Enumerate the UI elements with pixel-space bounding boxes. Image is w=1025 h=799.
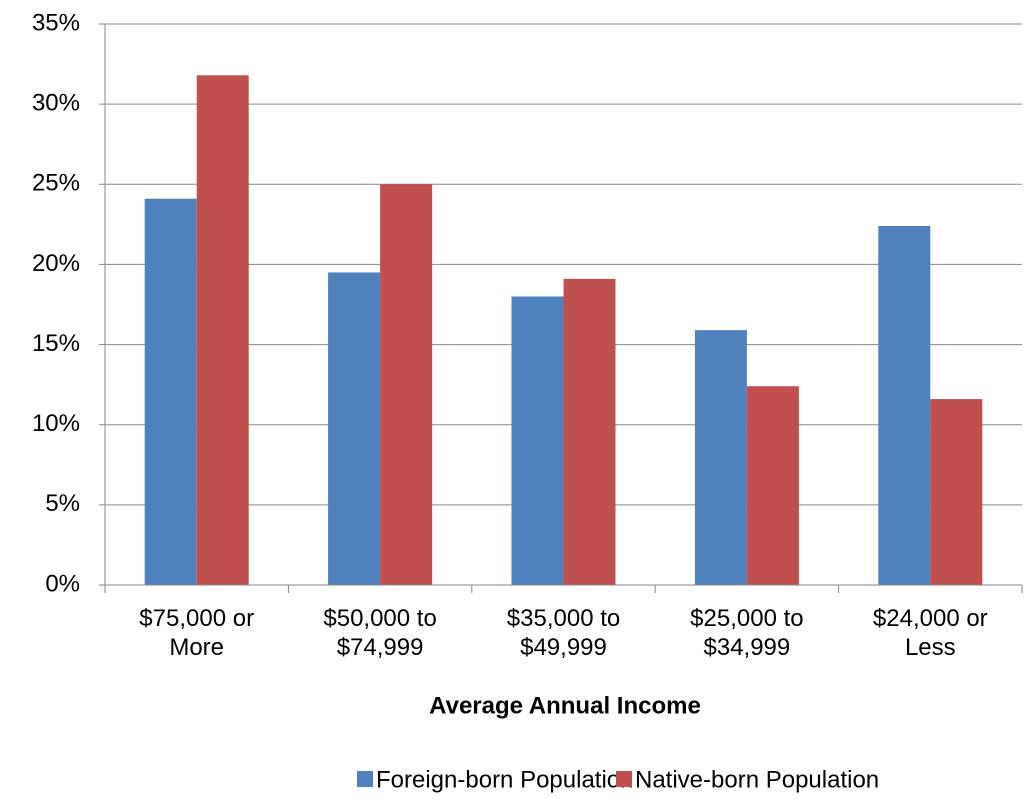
- x-tick-label: $24,000 or Less: [872, 605, 988, 661]
- bar: [694, 330, 747, 585]
- y-tick-label: 5%: [45, 490, 80, 517]
- legend-swatch: [616, 771, 632, 787]
- bar: [511, 296, 564, 585]
- y-tick-label: 30%: [32, 89, 80, 116]
- legend-label: Foreign-born Population: [376, 766, 634, 793]
- bar: [196, 75, 249, 585]
- x-tick-label: $25,000 to $34,999: [690, 605, 804, 661]
- x-axis-title: Average Annual Income: [429, 692, 701, 719]
- x-tick-label: $50,000 to $74,999: [323, 605, 437, 661]
- bar: [930, 399, 983, 585]
- legend-swatch: [357, 771, 373, 787]
- y-tick-label: 0%: [45, 570, 80, 597]
- bar: [328, 272, 381, 585]
- x-tick-label: $35,000 to $49,999: [506, 605, 621, 661]
- bar: [746, 386, 799, 585]
- y-tick-label: 20%: [32, 250, 80, 277]
- y-tick-label: 35%: [32, 9, 80, 36]
- y-tick-label: 10%: [32, 410, 80, 437]
- y-tick-label: 25%: [32, 170, 80, 197]
- bar: [563, 278, 616, 585]
- bar: [144, 198, 197, 585]
- y-tick-label: 15%: [32, 330, 80, 357]
- bar: [380, 184, 433, 586]
- legend-label: Native-born Population: [635, 766, 879, 793]
- bar: [878, 225, 931, 585]
- x-tick-label: $75,000 or More: [139, 605, 255, 661]
